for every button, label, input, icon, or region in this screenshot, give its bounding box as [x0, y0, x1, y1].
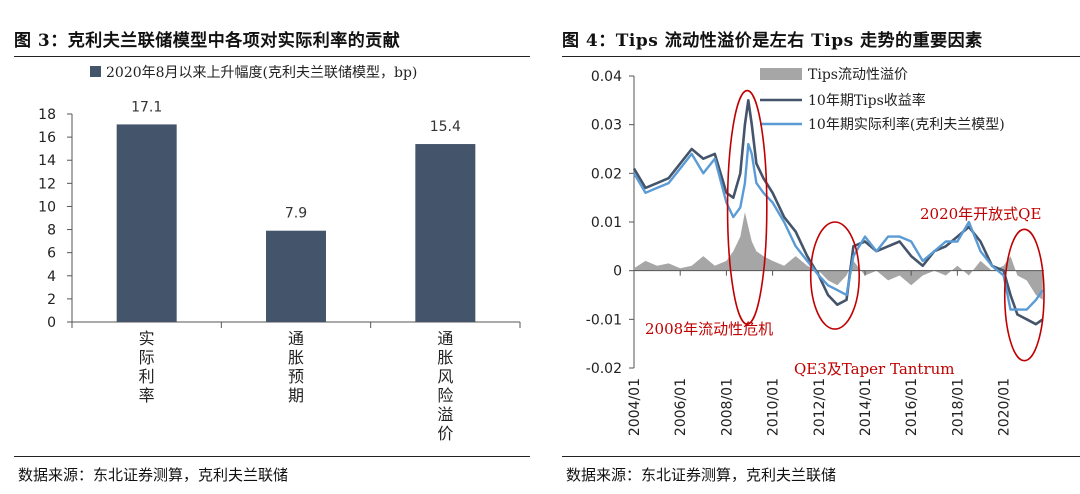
right-figure-title: 图 4：Tips 流动性溢价是左右 Tips 走势的重要因素: [562, 31, 983, 51]
category-label: 通胀预期: [288, 329, 304, 405]
annotation-label: QE3及Taper Tantrum: [794, 360, 955, 378]
premium-area: [634, 212, 1043, 300]
x-tick-label: 2018/01: [950, 378, 966, 436]
y-tick-label: 0.03: [591, 118, 622, 134]
y-tick-label: 18: [38, 107, 56, 123]
category-label: 通胀风险溢价: [437, 329, 453, 443]
bar-chart: 2020年8月以来上升幅度(克利夫兰联储模型，bp) 0 2 4 6 8 10 12 14 16 1…: [38, 65, 521, 443]
x-tick-label: 2014/01: [858, 378, 874, 436]
annotation-label: 2008年流动性危机: [645, 320, 773, 338]
y-tick-label: 8: [47, 223, 56, 239]
y-tick-label: 0.02: [591, 166, 622, 182]
x-tick-label: 2012/01: [812, 378, 828, 436]
tips-yield-line: [632, 99, 1044, 326]
bar: [116, 124, 177, 323]
legend-label-real: 10年期实际利率(克利夫兰模型): [808, 116, 1005, 133]
y-tick-label: 14: [38, 153, 56, 169]
line-chart: -0.02 -0.01 0 0.01 0.02 0.03 0.04 2004/01 2006/0…: [586, 67, 1045, 436]
x-tick-label: 2020/01: [997, 378, 1013, 436]
right-source-rule: [562, 456, 1080, 457]
y-tick-label: 12: [38, 176, 56, 192]
annotation-circle: [809, 221, 861, 330]
y-tick-label: -0.02: [586, 361, 622, 377]
right-source-note: 数据来源：东北证券测算，克利夫兰联储: [566, 466, 837, 484]
bar: [266, 230, 326, 322]
y-tick-label: 0: [613, 264, 622, 280]
left-source-note: 数据来源：东北证券测算，克利夫兰联储: [18, 466, 289, 484]
legend-label-tips: 10年期Tips收益率: [808, 92, 926, 109]
y-tick-label: 16: [38, 130, 56, 146]
bar-value-label: 7.9: [285, 206, 307, 222]
annotation-label: 2020年开放式QE: [920, 205, 1041, 223]
legend-label-premium: Tips流动性溢价: [808, 67, 908, 83]
annotation-circle: [1003, 228, 1045, 362]
x-tick-label: 2004/01: [627, 378, 643, 436]
y-tick-label: 10: [38, 199, 56, 215]
right-title-rule: [562, 56, 1080, 57]
bar-value-label: 15.4: [430, 119, 461, 135]
right-figure-panel: 图 4：Tips 流动性溢价是左右 Tips 走势的重要因素 -0.02 -0.0…: [548, 0, 1080, 494]
x-tick-label: 2010/01: [766, 378, 782, 436]
x-tick-label: 2008/01: [719, 378, 735, 436]
y-tick-label: 0: [47, 315, 56, 331]
y-tick-label: 6: [47, 246, 56, 262]
left-figure-title: 图 3：克利夫兰联储模型中各项对实际利率的贡献: [14, 31, 401, 51]
y-tick-label: -0.01: [586, 312, 622, 328]
real-rate-line: [632, 142, 1044, 311]
left-source-rule: [14, 456, 530, 457]
y-tick-label: 0.01: [591, 215, 622, 231]
legend-label: 2020年8月以来上升幅度(克利夫兰联储模型，bp): [106, 65, 417, 81]
legend-swatch: [90, 66, 101, 77]
left-title-rule: [14, 56, 530, 57]
bar: [415, 144, 476, 322]
category-label: 实际利率: [139, 329, 155, 405]
x-tick-label: 2006/01: [673, 378, 689, 436]
annotation-circle: [726, 89, 768, 325]
bar-value-label: 17.1: [131, 99, 162, 115]
left-figure-panel: 图 3：克利夫兰联储模型中各项对实际利率的贡献 2020年8月以来上升幅度(克利…: [0, 0, 530, 494]
y-tick-label: 2: [47, 292, 56, 308]
x-tick-label: 2016/01: [904, 378, 920, 436]
y-tick-label: 0.04: [591, 69, 622, 85]
y-tick-label: 4: [47, 269, 56, 285]
legend-swatch-premium: [760, 68, 802, 80]
